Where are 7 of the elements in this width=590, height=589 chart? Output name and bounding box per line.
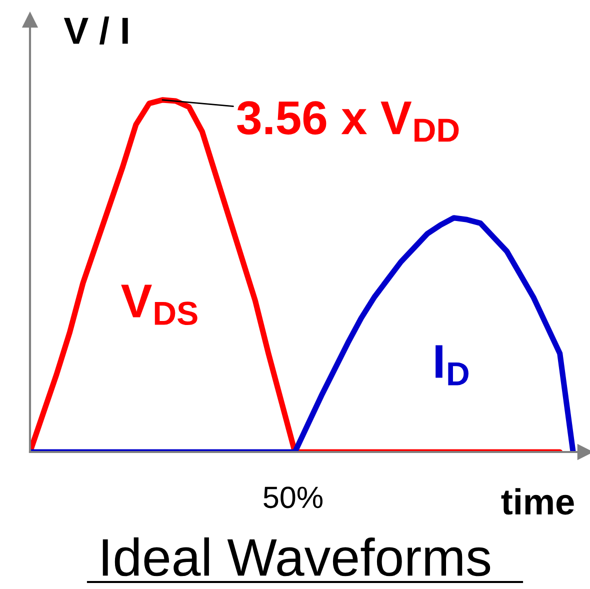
series-label: I$_{D}$ xyxy=(436,345,468,386)
series-label: V$_{DS}$ xyxy=(121,284,198,326)
annotation: 3.56 x V$_{DD}$ xyxy=(237,101,459,142)
text: 50% xyxy=(264,486,322,508)
x-axis-title: time xyxy=(501,488,574,515)
y-axis-title: V / I xyxy=(64,16,128,44)
text: Ideal Waveforms xyxy=(102,537,490,576)
